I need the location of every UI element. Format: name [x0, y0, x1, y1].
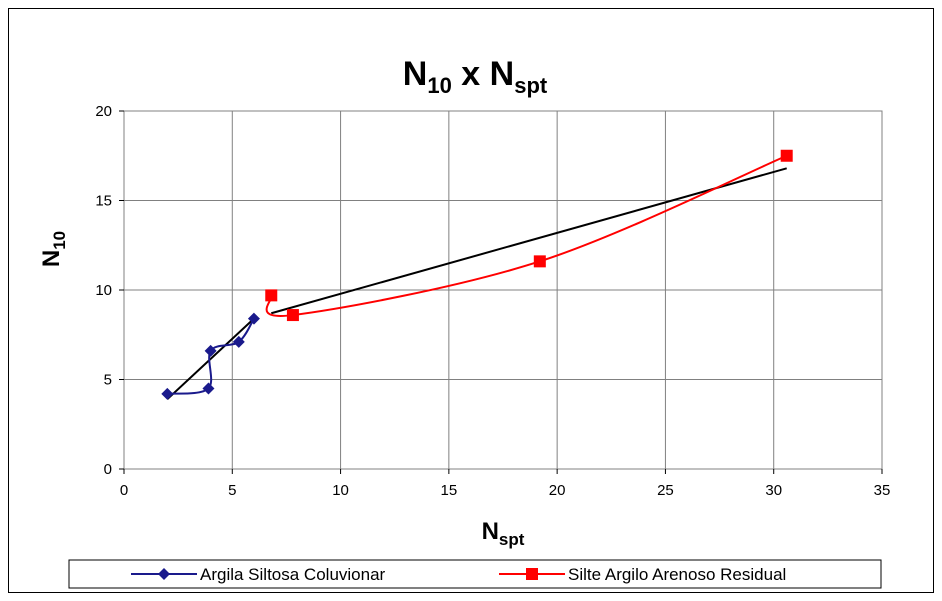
grid-layer	[124, 111, 882, 469]
legend-diamond-marker-icon	[158, 568, 170, 580]
y-axis-label: N10	[38, 231, 69, 267]
x-tick-label: 20	[549, 482, 566, 499]
data-point-square	[533, 255, 546, 268]
tick-label-layer: 0 5 10 15 20 25 30 35 0 5 10 15 20	[95, 103, 890, 499]
x-axis-label: Nspt	[482, 518, 525, 549]
data-point-diamond	[232, 335, 245, 348]
trendline	[270, 167, 787, 315]
legend-box	[68, 559, 882, 589]
chart-title: N10 x Nspt	[403, 55, 548, 98]
x-tick-label: 15	[441, 482, 458, 499]
legend-label-argila: Argila Siltosa Coluvionar	[200, 565, 386, 584]
y-tick-label: 15	[95, 193, 112, 210]
trendline	[166, 317, 255, 400]
trendline-layer	[166, 167, 787, 400]
data-point-diamond	[204, 344, 217, 357]
data-point-diamond	[161, 387, 174, 400]
legend-item-argila: Argila Siltosa Coluvionar	[131, 565, 386, 584]
y-tick-label: 0	[104, 461, 112, 478]
legend-square-marker-icon	[526, 568, 538, 580]
chart-svg: N10 x Nspt 0 5 10 15 20 25 30 35 0 5 10 15 20 Nspt N…	[38, 55, 890, 589]
y-tick-label: 5	[104, 372, 112, 389]
legend-item-silte: Silte Argilo Arenoso Residual	[499, 565, 786, 584]
data-point-diamond	[202, 382, 215, 395]
y-tick-label: 20	[95, 103, 112, 120]
x-tick-label: 30	[765, 482, 782, 499]
x-tick-label: 35	[874, 482, 891, 499]
chart-frame: N10 x Nspt 0 5 10 15 20 25 30 35 0 5 10 15 20 Nspt N…	[8, 8, 934, 593]
legend-label-silte: Silte Argilo Arenoso Residual	[568, 565, 786, 584]
series-line-1	[265, 154, 788, 317]
series-layer	[161, 149, 793, 400]
x-tick-label: 5	[228, 482, 236, 499]
x-tick-label: 0	[120, 482, 128, 499]
data-point-diamond	[247, 312, 260, 325]
x-tick-label: 25	[657, 482, 674, 499]
data-point-square	[265, 289, 278, 302]
data-point-square	[286, 309, 299, 322]
data-point-square	[780, 149, 793, 162]
y-tick-label: 10	[95, 282, 112, 299]
x-tick-label: 10	[332, 482, 349, 499]
